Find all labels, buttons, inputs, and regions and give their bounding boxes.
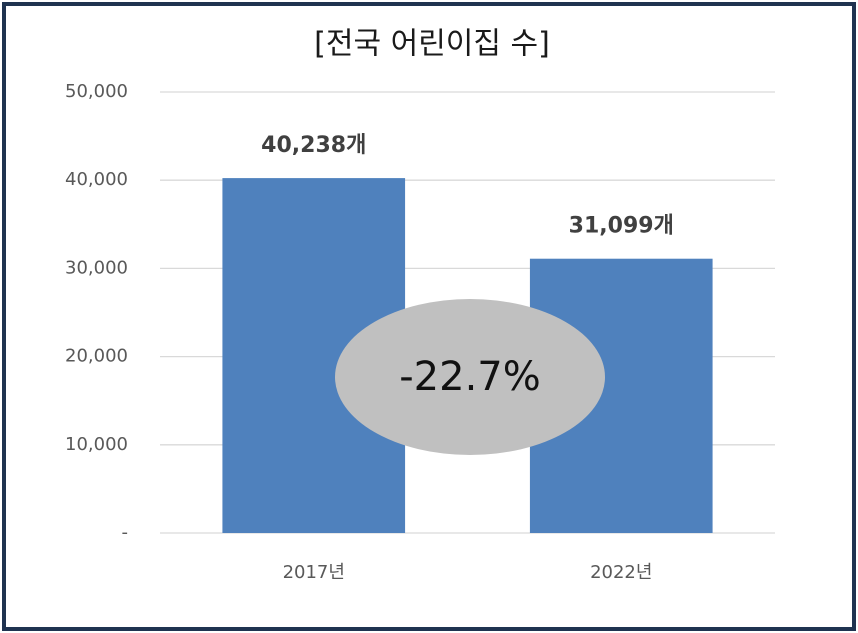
- y-tick-label: 10,000: [65, 434, 128, 455]
- annotation: -22.7%: [399, 354, 541, 400]
- y-tick-label: -: [122, 522, 129, 543]
- x-tick-label: 2022년: [590, 562, 652, 583]
- chart-title: [전국 어린이집 수]: [314, 27, 550, 62]
- annotation-bubble: [335, 299, 605, 455]
- value-label: 40,238개: [261, 133, 366, 158]
- y-tick-label: 40,000: [65, 169, 128, 190]
- y-tick-label: 20,000: [65, 346, 128, 367]
- y-tick-label: 30,000: [65, 257, 128, 278]
- x-tick-label: 2017년: [283, 562, 345, 583]
- value-label: 31,099개: [569, 214, 674, 239]
- y-tick-label: 50,000: [65, 81, 128, 102]
